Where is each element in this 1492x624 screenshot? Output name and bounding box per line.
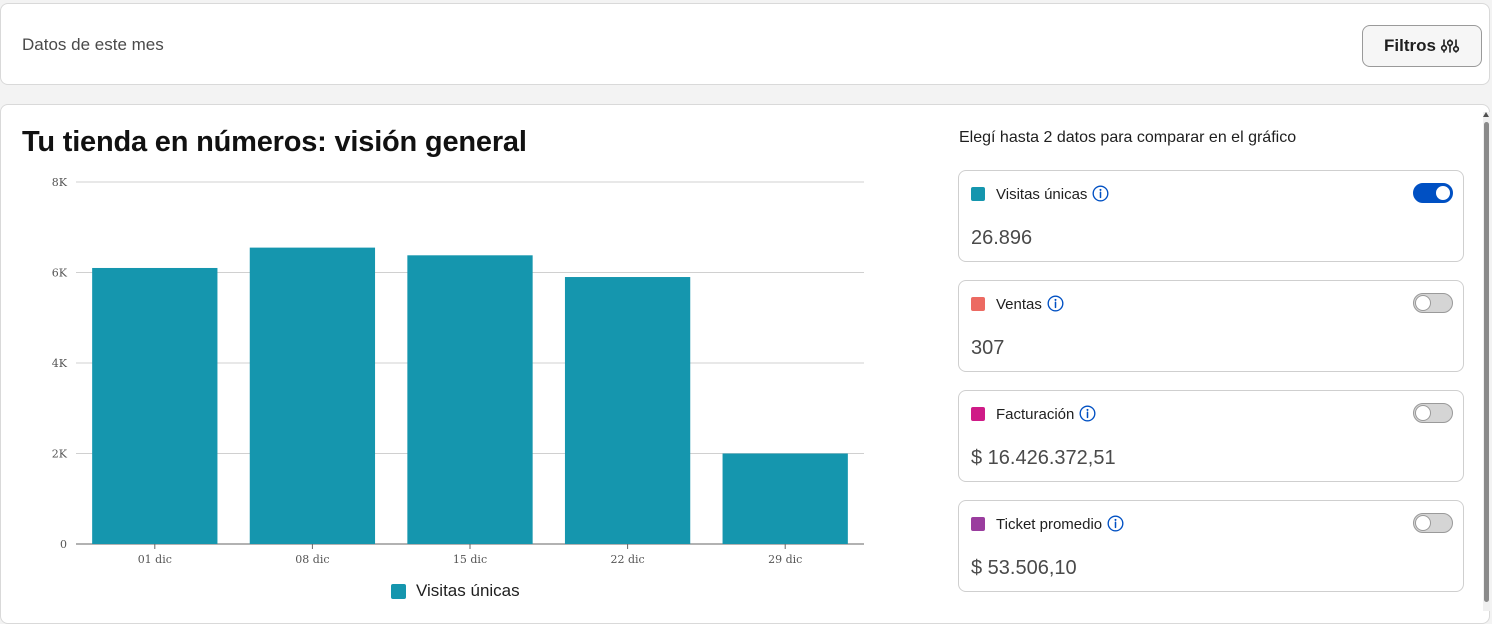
metric-name: Facturación <box>996 405 1096 423</box>
metric-color-swatch <box>971 297 985 311</box>
metric-toggle[interactable] <box>1413 183 1453 203</box>
chart-legend: Visitas únicas <box>391 581 520 601</box>
bar <box>249 247 376 545</box>
compare-instruction: Elegí hasta 2 datos para comparar en el … <box>959 129 1297 146</box>
info-icon[interactable] <box>1107 515 1124 532</box>
metric-name: Visitas únicas <box>996 185 1109 203</box>
y-tick-label: 4K <box>52 357 68 370</box>
bar <box>407 255 533 544</box>
metric-color-swatch <box>971 517 985 531</box>
metric-color-swatch <box>971 187 985 201</box>
bar <box>564 277 691 544</box>
overview-card: Tu tienda en números: visión general 0 2K… <box>0 104 1490 624</box>
period-filter-bar: Datos de este mes Filtros <box>0 3 1490 85</box>
info-icon[interactable] <box>1092 185 1109 202</box>
x-tick-label: 15 dic <box>453 553 487 566</box>
metric-value: $ 16.426.372,51 <box>971 447 1116 469</box>
x-tick-label: 08 dic <box>295 553 329 566</box>
metric-value: 26.896 <box>971 227 1033 249</box>
metric-name-label: Ventas <box>996 296 1042 313</box>
sliders-icon <box>1440 39 1460 53</box>
metric-color-swatch <box>971 407 985 421</box>
info-icon[interactable] <box>1079 405 1096 422</box>
metric-name: Ticket promedio <box>996 515 1124 533</box>
metric-name-label: Ticket promedio <box>996 516 1103 533</box>
toggle-knob <box>1415 515 1431 531</box>
metric-card[interactable]: Visitas únicas 26.896 <box>958 170 1464 262</box>
filters-button[interactable]: Filtros <box>1362 25 1482 67</box>
toggle-knob <box>1415 405 1431 421</box>
metric-toggle[interactable] <box>1413 513 1453 533</box>
metric-card[interactable]: Facturación $ 16.426.372,51 <box>958 390 1464 482</box>
y-tick-label: 0 <box>60 538 67 551</box>
filters-button-label: Filtros <box>1384 36 1436 55</box>
metric-name-label: Facturación <box>996 406 1075 423</box>
bar-chart: 0 2K 4K 6K 8K 01 dic 08 dic 15 dic 22 dic 29 dic <box>52 176 864 566</box>
x-tick-label: 29 dic <box>768 553 802 566</box>
scrollbar-thumb[interactable] <box>1484 122 1489 602</box>
x-tick-label: 01 dic <box>138 553 172 566</box>
bar <box>92 267 218 544</box>
metric-name: Ventas <box>996 295 1064 313</box>
legend-swatch <box>391 583 406 599</box>
y-tick-label: 2K <box>52 448 68 461</box>
metric-value: $ 53.506,10 <box>971 557 1077 579</box>
toggle-knob <box>1435 185 1451 201</box>
y-tick-label: 6K <box>52 267 68 280</box>
scroll-up-arrow-icon[interactable] <box>1483 112 1489 117</box>
metric-card[interactable]: Ticket promedio $ 53.506,10 <box>958 500 1464 592</box>
bar <box>722 453 848 544</box>
info-icon[interactable] <box>1047 295 1064 312</box>
legend-label: Visitas únicas <box>416 581 520 600</box>
x-tick-label: 22 dic <box>610 553 644 566</box>
scrollbar[interactable] <box>1483 112 1490 611</box>
metric-list: Visitas únicas 26.896 Ventas 307 Facturación… <box>958 170 1464 610</box>
page-title: Tu tienda en números: visión general <box>22 126 527 158</box>
y-tick-label: 8K <box>52 176 68 189</box>
metric-value: 307 <box>971 337 1005 359</box>
metric-toggle[interactable] <box>1413 403 1453 423</box>
metric-name-label: Visitas únicas <box>996 186 1088 203</box>
metric-toggle[interactable] <box>1413 293 1453 313</box>
metric-card[interactable]: Ventas 307 <box>958 280 1464 372</box>
period-label: Datos de este mes <box>22 35 164 54</box>
toggle-knob <box>1415 295 1431 311</box>
